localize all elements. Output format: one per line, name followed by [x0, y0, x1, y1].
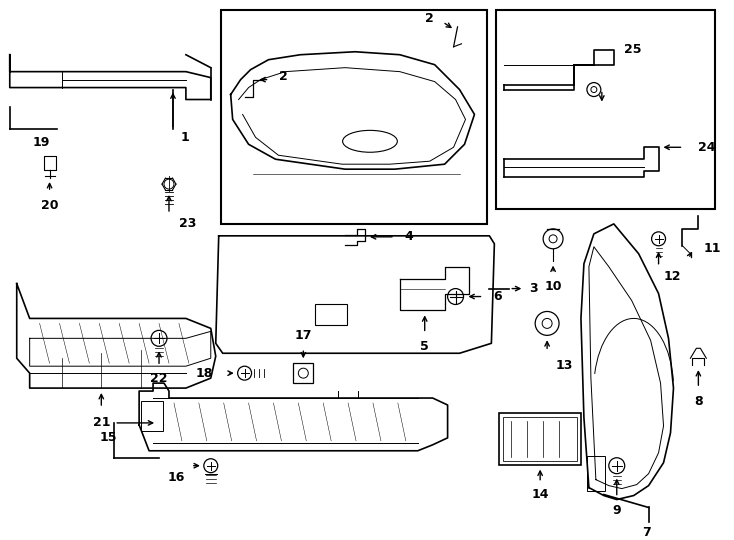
Text: 25: 25 [624, 43, 642, 56]
Text: 19: 19 [33, 136, 51, 149]
Bar [141, 401, 163, 431]
Text: 7: 7 [642, 526, 651, 539]
Text: 2: 2 [425, 12, 434, 25]
Text: 20: 20 [41, 199, 58, 212]
Bar [499, 413, 581, 465]
Text: 23: 23 [179, 218, 196, 231]
Text: 18: 18 [195, 367, 213, 380]
Text: 9: 9 [612, 504, 621, 517]
Text: 8: 8 [694, 395, 702, 408]
Text: 16: 16 [167, 471, 185, 484]
Text: 10: 10 [545, 280, 562, 293]
Text: 14: 14 [531, 488, 549, 501]
Text: 1: 1 [181, 131, 189, 144]
Text: 13: 13 [555, 359, 573, 372]
Text: 2: 2 [280, 70, 288, 83]
Text: 15: 15 [100, 431, 117, 444]
Bar [587, 456, 605, 490]
Text: 11: 11 [703, 242, 721, 255]
Bar [504, 417, 577, 461]
Text: 3: 3 [529, 282, 538, 295]
Text: 22: 22 [150, 372, 168, 384]
Text: 5: 5 [421, 340, 429, 353]
Text: 17: 17 [294, 329, 312, 342]
Text: 6: 6 [493, 290, 502, 303]
Bar [316, 303, 347, 326]
Text: 4: 4 [405, 231, 413, 244]
Bar [496, 10, 715, 209]
Bar [221, 10, 487, 224]
Text: 21: 21 [92, 416, 110, 429]
Text: 12: 12 [664, 270, 681, 283]
Bar [294, 363, 313, 383]
Text: 24: 24 [698, 141, 716, 154]
